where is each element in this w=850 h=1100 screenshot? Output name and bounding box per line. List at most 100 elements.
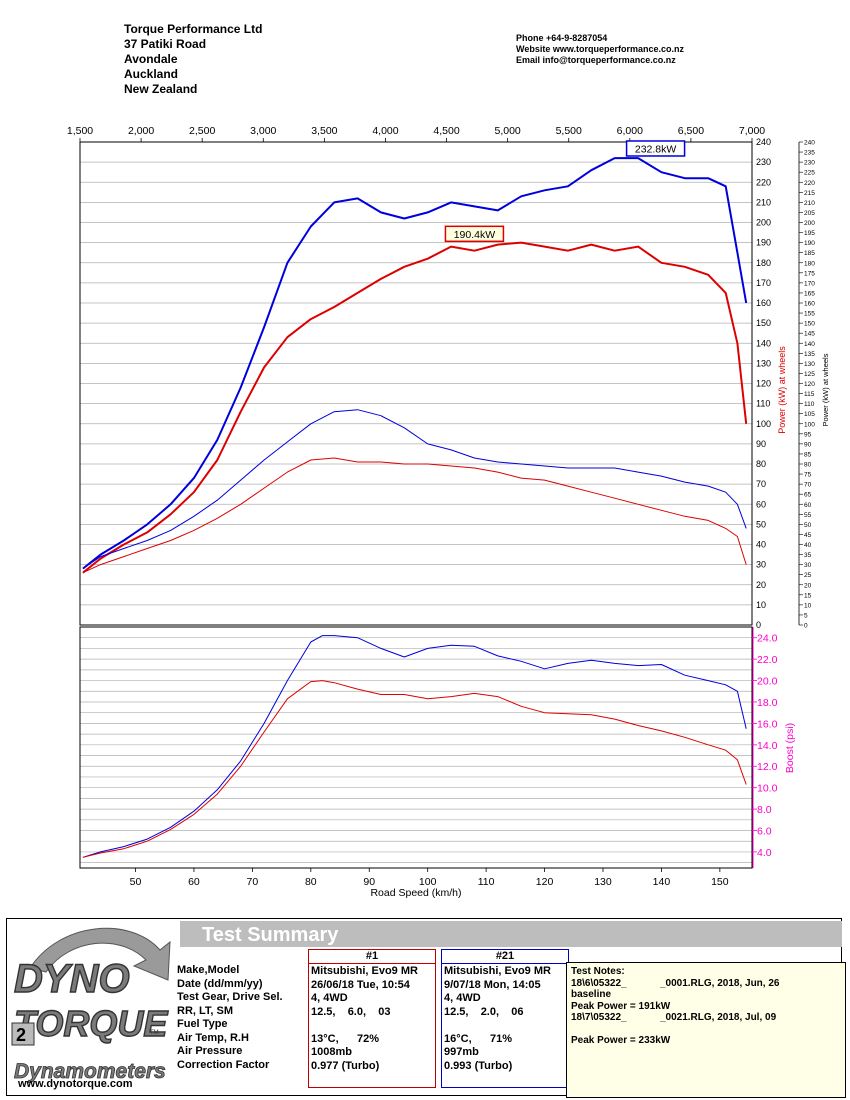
power-right-tick-label: 205 — [804, 210, 815, 217]
boost-axis-title: Boost (psi) — [784, 723, 796, 773]
summary-label-1: Date (dd/mm/yy) — [177, 977, 263, 990]
run-1-value-4 — [311, 1019, 435, 1033]
power-tick-label: 70 — [756, 479, 766, 489]
power-right-tick-label: 65 — [804, 492, 812, 499]
speed-tick-label: 60 — [188, 876, 200, 888]
power-tick-label: 150 — [756, 318, 771, 328]
run-21-value-2: 4, 4WD — [444, 992, 481, 1004]
logo-line1: DYNO — [14, 957, 130, 1001]
series-power-run-1 — [82, 241, 748, 574]
peak-label-box — [444, 225, 505, 243]
note-line-5 — [571, 1024, 841, 1036]
test-summary-title: Test Summary — [180, 921, 842, 947]
summary-label-4: Fuel Type — [177, 1018, 228, 1030]
grid-lines — [80, 141, 752, 863]
run-1-value-3: 12.5, 6.0, 03 — [311, 1005, 391, 1018]
power-right-tick-label: 130 — [804, 361, 815, 368]
peak-label: 232.8kW — [635, 143, 677, 155]
power-right-tick-label: 195 — [804, 230, 815, 237]
power-right-tick-label: 95 — [804, 431, 812, 438]
power-tick-label: 60 — [756, 499, 766, 509]
boost-tick-label: 4.0 — [757, 847, 772, 859]
rpm-tick-label: 4,000 — [372, 125, 398, 137]
run-21-value-6: 997mb — [444, 1046, 479, 1058]
power-right-tick-label: 145 — [804, 331, 815, 338]
run-1-value-0: Mitsubishi, Evo9 MR — [311, 965, 418, 977]
note-line-3: Peak Power = 191kW — [571, 1000, 671, 1012]
summary-label-0: Make,Model — [177, 964, 240, 976]
note-line-6: Peak Power = 233kW — [571, 1035, 671, 1046]
power-right-tick-label: 5 — [804, 612, 808, 619]
power-right-tick-label: 220 — [804, 180, 815, 187]
rpm-tick-label: 4,500 — [433, 125, 459, 137]
rpm-tick-label: 6,000 — [617, 125, 643, 137]
power-right-tick-label: 175 — [804, 270, 815, 277]
power-right-tick-label: 225 — [804, 170, 815, 177]
series-boost-run-1 — [82, 680, 747, 858]
power-right-tick-label: 15 — [804, 592, 812, 599]
speed-tick-label: 110 — [478, 876, 495, 888]
note-line-0: Test Notes: — [571, 966, 625, 977]
note-line-4: 18\7\05322_ _0021.RLG, 2018, Jul, 09 — [571, 1012, 777, 1023]
power-right-tick-label: 85 — [804, 451, 812, 458]
contact-line-2: Email info@torqueperformance.co.nz — [516, 55, 676, 65]
rpm-tick-label: 3,500 — [311, 125, 337, 137]
power-right-tick-label: 140 — [804, 341, 815, 348]
power-right-tick-label: 10 — [804, 602, 812, 609]
summary-label-3: RR, LT, SM — [177, 1004, 234, 1017]
company-contact: Phone +64-9-8287054 Website www.torqueper… — [516, 33, 684, 66]
boost-tick-label: 24.0 — [757, 633, 778, 645]
logo-tm: TM — [150, 1030, 159, 1036]
power-plot-frame — [79, 141, 753, 626]
power-right-tick-label: 170 — [804, 280, 815, 287]
power-right-tick-label: 50 — [804, 522, 812, 529]
power-tick-label: 20 — [756, 580, 766, 590]
power-axis-title: Power (kW) at wheels — [777, 346, 787, 434]
company-line-4: New Zealand — [124, 82, 198, 96]
test-notes: Test Notes: 18\6\05322_ _0001.RLG, 2018, … — [566, 962, 846, 1098]
logo-line2: TORQUE — [14, 1003, 168, 1044]
company-line-3: Auckland — [124, 67, 179, 81]
company-line-2: Avondale — [124, 52, 178, 66]
boost-tick-label: 18.0 — [757, 697, 778, 709]
company-address: Torque Performance Ltd 37 Patiki Road Avon… — [124, 22, 262, 97]
power-right-tick-label: 200 — [804, 220, 815, 227]
power-right-tick-label: 135 — [804, 351, 815, 358]
power-tick-label: 90 — [756, 439, 766, 449]
power-tick-label: 160 — [756, 298, 771, 308]
power-right-tick-label: 165 — [804, 290, 815, 297]
series-tractive-run-1 — [82, 457, 747, 574]
power-tick-label: 170 — [756, 278, 771, 288]
power-right-tick-label: 25 — [804, 572, 812, 579]
power-right-tick-label: 155 — [804, 311, 815, 318]
power-right-tick-label: 115 — [804, 391, 815, 398]
power-right-tick-label: 55 — [804, 512, 812, 519]
rpm-tick-label: 6,500 — [678, 125, 704, 137]
run-21-value-0: Mitsubishi, Evo9 MR — [444, 965, 551, 977]
summary-labels: Make,Model Date (dd/mm/yy) Test Gear, Driv… — [177, 964, 283, 1072]
power-right-tick-label: 40 — [804, 542, 812, 549]
power-tick-label: 190 — [756, 238, 771, 248]
power-tick-label: 100 — [756, 419, 771, 429]
boost-tick-label: 22.0 — [757, 654, 778, 666]
power-right-tick-label: 20 — [804, 582, 812, 589]
power-tick-label: 120 — [756, 379, 771, 389]
dyno-chart: 0102030405060708090100110120130140150160… — [67, 125, 830, 899]
boost-tick-label: 16.0 — [757, 718, 778, 730]
power-right-tick-label: 70 — [804, 482, 812, 489]
boost-tick-label: 8.0 — [757, 804, 772, 816]
power-tick-label: 10 — [756, 600, 766, 610]
company-line-0: Torque Performance Ltd — [124, 22, 263, 36]
power-tick-label: 0 — [756, 620, 761, 630]
power-right-tick-label: 150 — [804, 321, 815, 328]
chart-labels: 0102030405060708090100110120130140150160… — [67, 125, 830, 899]
power-tick-label: 180 — [756, 258, 771, 268]
power-right-tick-label: 180 — [804, 260, 815, 267]
logo-badge-icon — [11, 1022, 35, 1046]
rpm-tick-label: 2,000 — [128, 125, 154, 137]
rpm-tick-label: 5,500 — [556, 125, 582, 137]
boost-plot-frame — [79, 626, 753, 869]
speed-tick-label: 90 — [363, 876, 375, 888]
power-tick-label: 220 — [756, 177, 771, 187]
summary-label-6: Air Pressure — [177, 1045, 243, 1057]
